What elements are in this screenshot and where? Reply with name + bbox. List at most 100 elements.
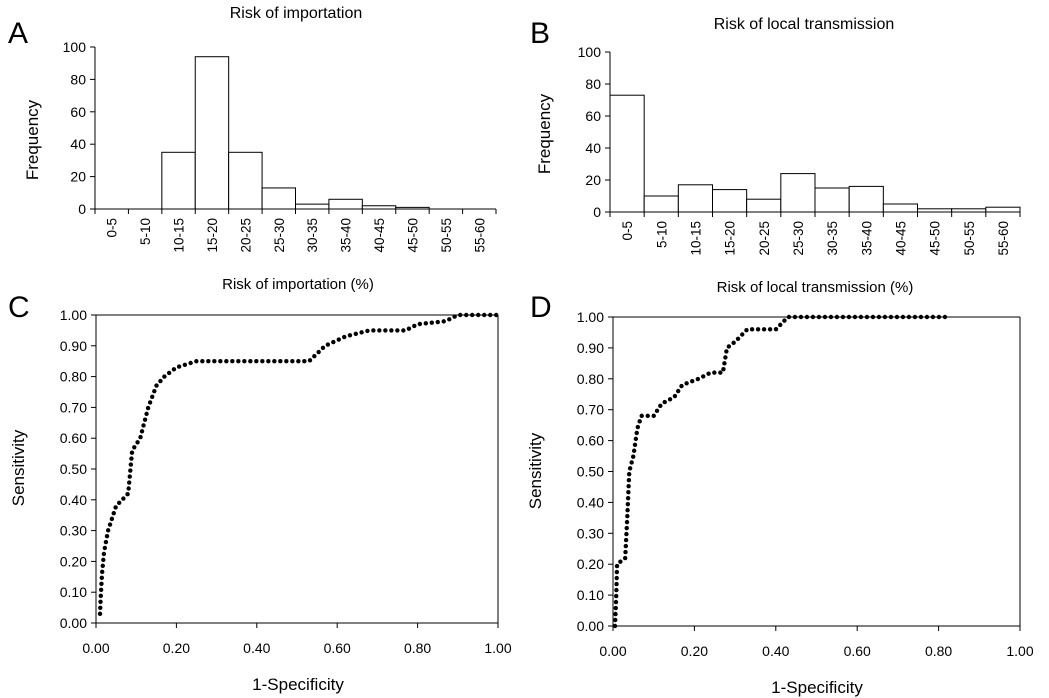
- histogram-bar: [780, 173, 816, 213]
- roc-point: [147, 400, 153, 405]
- roc-point: [724, 349, 729, 354]
- y-tick-label: 80: [70, 71, 86, 87]
- histogram-bar: [295, 203, 330, 210]
- roc-point: [395, 328, 400, 333]
- roc-point: [651, 413, 656, 419]
- roc-point: [365, 328, 370, 334]
- roc-point: [631, 448, 637, 453]
- y-axis-label: Sensitivity: [9, 429, 28, 506]
- roc-point: [162, 374, 167, 379]
- roc-point: [828, 314, 834, 320]
- panel-d-roc-curve: D 1-Specificity Sensitivity 0.00 0.10 0.20…: [526, 291, 1034, 697]
- roc-point: [623, 543, 629, 549]
- roc-point: [613, 617, 618, 623]
- x-tick-label: 35-40: [859, 221, 874, 256]
- roc-point: [625, 513, 630, 519]
- roc-point: [154, 383, 159, 388]
- roc-point: [129, 450, 135, 455]
- roc-point: [111, 510, 116, 516]
- roc-point: [99, 575, 105, 581]
- y-tick-label: 1.00: [60, 307, 87, 323]
- y-tick-label: 0.30: [577, 525, 604, 541]
- roc-point: [176, 364, 182, 369]
- roc-point: [637, 419, 642, 424]
- roc-point: [113, 505, 118, 510]
- roc-point: [852, 314, 858, 320]
- panel-letter-c: C: [8, 291, 30, 324]
- histogram-bar: [814, 187, 850, 213]
- y-tick-label: 0.50: [577, 464, 604, 480]
- roc-point: [342, 334, 347, 340]
- y-tick-label: 40: [585, 140, 601, 156]
- roc-point: [614, 569, 620, 575]
- roc-point: [623, 549, 628, 555]
- roc-point: [116, 500, 122, 506]
- roc-point: [900, 314, 906, 320]
- roc-point: [918, 314, 924, 320]
- roc-point: [613, 605, 618, 611]
- roc-point: [690, 378, 695, 384]
- roc-point: [623, 537, 629, 543]
- x-tick-label: 30-35: [305, 218, 320, 253]
- roc-point: [266, 359, 271, 364]
- roc-point: [721, 367, 726, 372]
- x-tick-label: 5-10: [654, 221, 669, 248]
- roc-point: [864, 314, 870, 320]
- roc-point: [182, 362, 188, 367]
- roc-point: [166, 370, 172, 376]
- roc-point: [706, 371, 711, 376]
- roc-point: [401, 328, 406, 333]
- roc-point: [482, 312, 487, 318]
- y-tick-label: 0.20: [60, 553, 87, 569]
- roc-point: [701, 374, 706, 379]
- roc-point: [171, 367, 177, 372]
- roc-point: [633, 436, 639, 442]
- roc-point: [749, 327, 755, 332]
- roc-point: [614, 575, 619, 581]
- histogram-bar: [328, 198, 363, 210]
- roc-point: [882, 314, 888, 320]
- x-axis-label: 1-Specificity: [771, 678, 863, 697]
- x-tick-label: 20-25: [757, 221, 772, 256]
- roc-point: [135, 440, 140, 445]
- y-tick-label: 0.30: [60, 523, 87, 539]
- y-tick-label: 20: [585, 172, 601, 188]
- x-tick-label: 55-60: [472, 218, 487, 253]
- roc-point: [218, 359, 223, 364]
- x-tick-label: 0.80: [925, 643, 952, 659]
- roc-point: [126, 486, 131, 491]
- y-tick-label: 0.00: [60, 615, 87, 631]
- roc-point: [98, 587, 104, 592]
- roc-point: [634, 430, 639, 436]
- histogram-bar: [228, 151, 263, 210]
- roc-point: [100, 563, 105, 569]
- y-tick-label: 80: [585, 76, 601, 92]
- roc-point: [100, 569, 105, 575]
- histogram-bar: [985, 206, 1021, 213]
- roc-point: [242, 359, 247, 364]
- roc-point: [870, 314, 876, 320]
- roc-point: [200, 359, 205, 364]
- y-tick-label: 0: [593, 204, 601, 220]
- roc-point: [624, 519, 630, 525]
- y-tick-label: 0: [78, 201, 86, 217]
- roc-point: [230, 359, 235, 364]
- histogram-bar: [261, 187, 297, 210]
- y-tick-label: 0.80: [577, 371, 604, 387]
- y-tick-label: 60: [70, 104, 86, 120]
- roc-point: [723, 355, 728, 360]
- roc-point: [476, 312, 481, 318]
- roc-point: [614, 587, 619, 593]
- roc-point: [662, 399, 667, 405]
- panel-a-histogram: A Risk of importation Risk of importatio…: [8, 5, 497, 293]
- roc-point: [627, 466, 633, 471]
- roc-point: [755, 327, 761, 332]
- roc-point: [435, 319, 440, 325]
- roc-point: [109, 516, 115, 522]
- roc-point: [782, 318, 787, 323]
- x-tick-label: 15-20: [723, 221, 738, 256]
- x-tick-label: 0.20: [163, 640, 190, 656]
- roc-point: [212, 359, 217, 364]
- roc-point: [840, 314, 846, 320]
- roc-point: [272, 359, 277, 364]
